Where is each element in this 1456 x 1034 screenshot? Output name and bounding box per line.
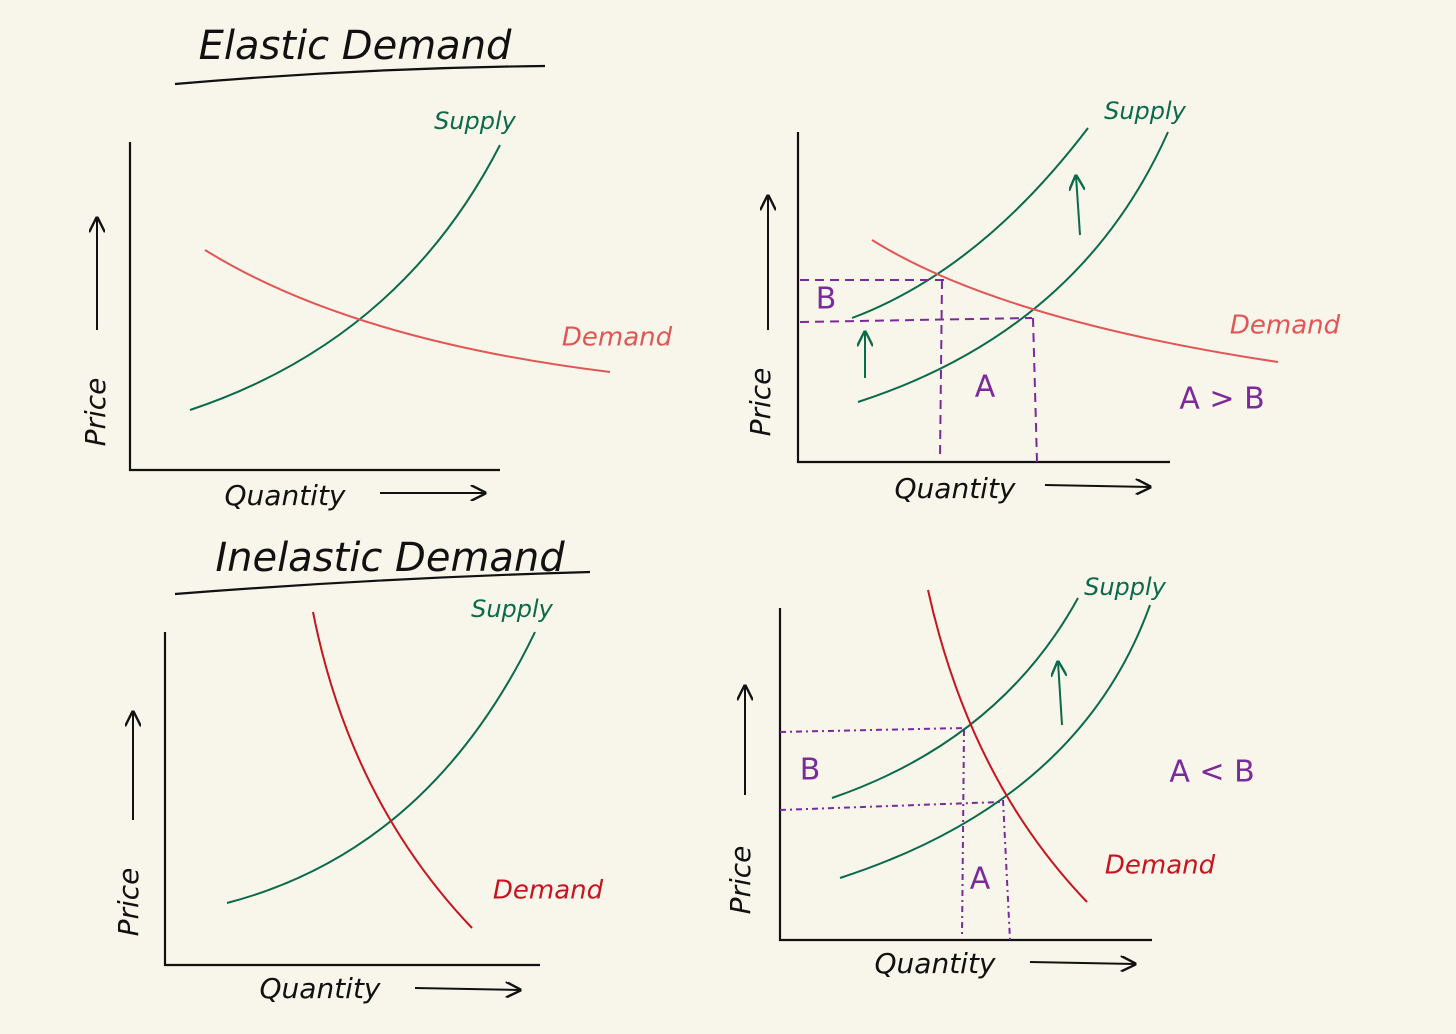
panel: Price Quantity Supply Demand bbox=[112, 595, 604, 1005]
demand-label: Demand bbox=[493, 876, 604, 906]
demand-label: Demand bbox=[1105, 851, 1216, 881]
area-label: B bbox=[800, 753, 821, 788]
area-label: B bbox=[816, 282, 837, 317]
x-axis-label: Quantity bbox=[225, 479, 346, 512]
supply-label: Supply bbox=[1104, 97, 1187, 125]
demand-label: Demand bbox=[562, 323, 673, 353]
demand-label: Demand bbox=[1230, 311, 1341, 341]
axes bbox=[128, 142, 500, 472]
supply-curve bbox=[851, 127, 1089, 319]
section-title: Elastic Demand bbox=[199, 23, 512, 69]
y-axis-label: Price bbox=[112, 868, 145, 937]
quantity-arrow bbox=[1029, 962, 1135, 964]
supply-curve bbox=[226, 631, 536, 904]
comparison-label: A < B bbox=[1169, 755, 1254, 790]
title-underline bbox=[174, 570, 591, 596]
supply-label: Supply bbox=[1084, 573, 1167, 601]
x-axis-label: Quantity bbox=[875, 947, 996, 980]
demand-curve bbox=[927, 589, 1088, 903]
comparison-label: A > B bbox=[1179, 382, 1264, 417]
shift-arrow bbox=[1058, 662, 1062, 726]
shift-arrow bbox=[1076, 176, 1080, 236]
y-axis-label: Price bbox=[79, 378, 112, 447]
x-axis-label: Quantity bbox=[260, 972, 381, 1005]
title-underline bbox=[174, 64, 546, 86]
supply-curve bbox=[839, 604, 1151, 879]
demand-curve bbox=[204, 249, 611, 373]
y-axis-label: Price bbox=[724, 846, 757, 915]
supply-label: Supply bbox=[471, 595, 554, 623]
axes bbox=[796, 132, 1170, 464]
quantity-arrow bbox=[1044, 485, 1150, 487]
quantity-arrow bbox=[414, 988, 520, 990]
supply-curve bbox=[831, 597, 1079, 799]
supply-curve bbox=[189, 144, 501, 411]
supply-label: Supply bbox=[434, 107, 517, 135]
panel: Price Quantity Supply Demand B A A > B bbox=[744, 97, 1341, 505]
section-title: Inelastic Demand bbox=[215, 535, 565, 581]
demand-curve bbox=[312, 611, 473, 929]
panel: Price Quantity Supply Demand B A A < B bbox=[724, 573, 1255, 980]
demand-curve bbox=[871, 239, 1279, 363]
supply-curve bbox=[857, 131, 1169, 403]
y-axis-label: Price bbox=[744, 368, 777, 437]
area-label: A bbox=[970, 862, 991, 897]
axes bbox=[163, 632, 540, 967]
area-label: A bbox=[975, 370, 996, 405]
panel: Price Quantity Supply Demand bbox=[79, 107, 673, 512]
axes bbox=[778, 608, 1152, 942]
x-axis-label: Quantity bbox=[895, 472, 1016, 505]
